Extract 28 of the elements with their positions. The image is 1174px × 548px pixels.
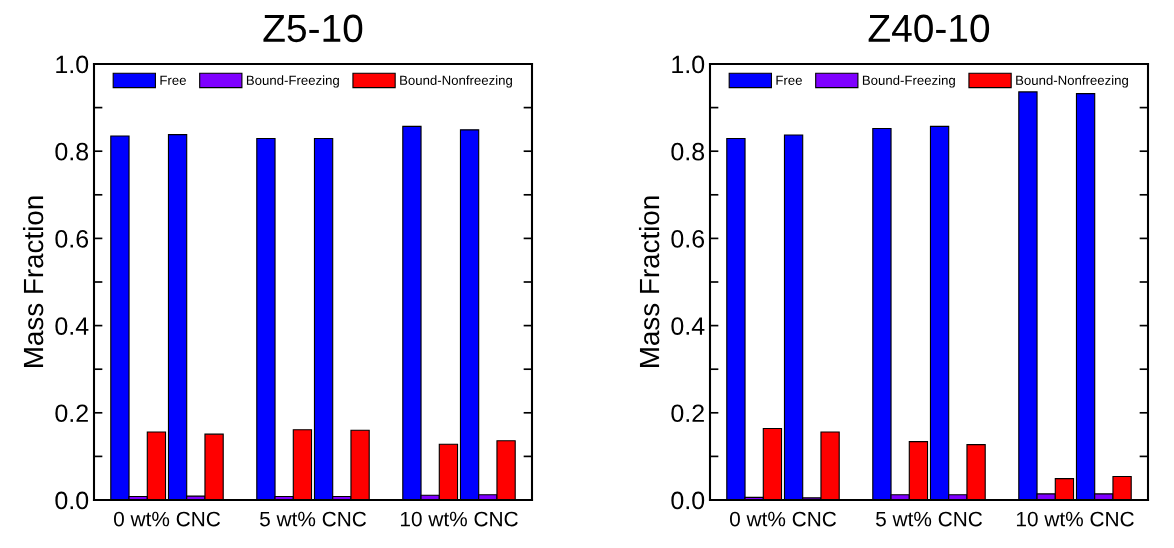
legend-label: Bound-Nonfreezing xyxy=(1016,75,1128,88)
y-tick-label: 0.6 xyxy=(671,230,705,248)
y-tick-label: 1.0 xyxy=(672,55,705,74)
x-tick-label: 10 wt% CNC xyxy=(1016,511,1134,527)
legend-label: Bound-Freezing xyxy=(862,75,955,88)
y-axis-title: Mass Fraction xyxy=(22,196,44,367)
y-tick-label: 0.6 xyxy=(55,230,89,248)
legend-label: Bound-Nonfreezing xyxy=(400,75,512,88)
y-tick-label: 0.4 xyxy=(671,317,705,335)
y-tick-label: 0.0 xyxy=(671,491,705,510)
x-tick-label: 10 wt% CNC xyxy=(400,511,518,527)
legend-label: Bound-Freezing xyxy=(246,75,339,88)
y-tick-label: 0.2 xyxy=(671,404,704,423)
y-tick-label: 0.8 xyxy=(55,142,89,161)
x-tick-label: 5 wt% CNC xyxy=(260,511,367,527)
y-axis-title: Mass Fraction xyxy=(638,196,660,367)
y-tick-label: 1.0 xyxy=(56,55,89,74)
y-tick-label: 0.8 xyxy=(671,142,705,161)
y-tick-label: 0.2 xyxy=(55,404,88,423)
chart-title: Z40-10 xyxy=(868,14,990,43)
legend-label: Free xyxy=(160,75,186,85)
x-tick-label: 0 wt% CNC xyxy=(729,511,837,527)
y-tick-label: 0.0 xyxy=(55,491,89,510)
y-tick-label: 0.4 xyxy=(55,317,89,335)
chart-title: Z5-10 xyxy=(263,14,363,43)
legend-label: Free xyxy=(776,75,802,85)
x-tick-label: 0 wt% CNC xyxy=(113,511,221,527)
x-tick-label: 5 wt% CNC xyxy=(876,511,983,527)
